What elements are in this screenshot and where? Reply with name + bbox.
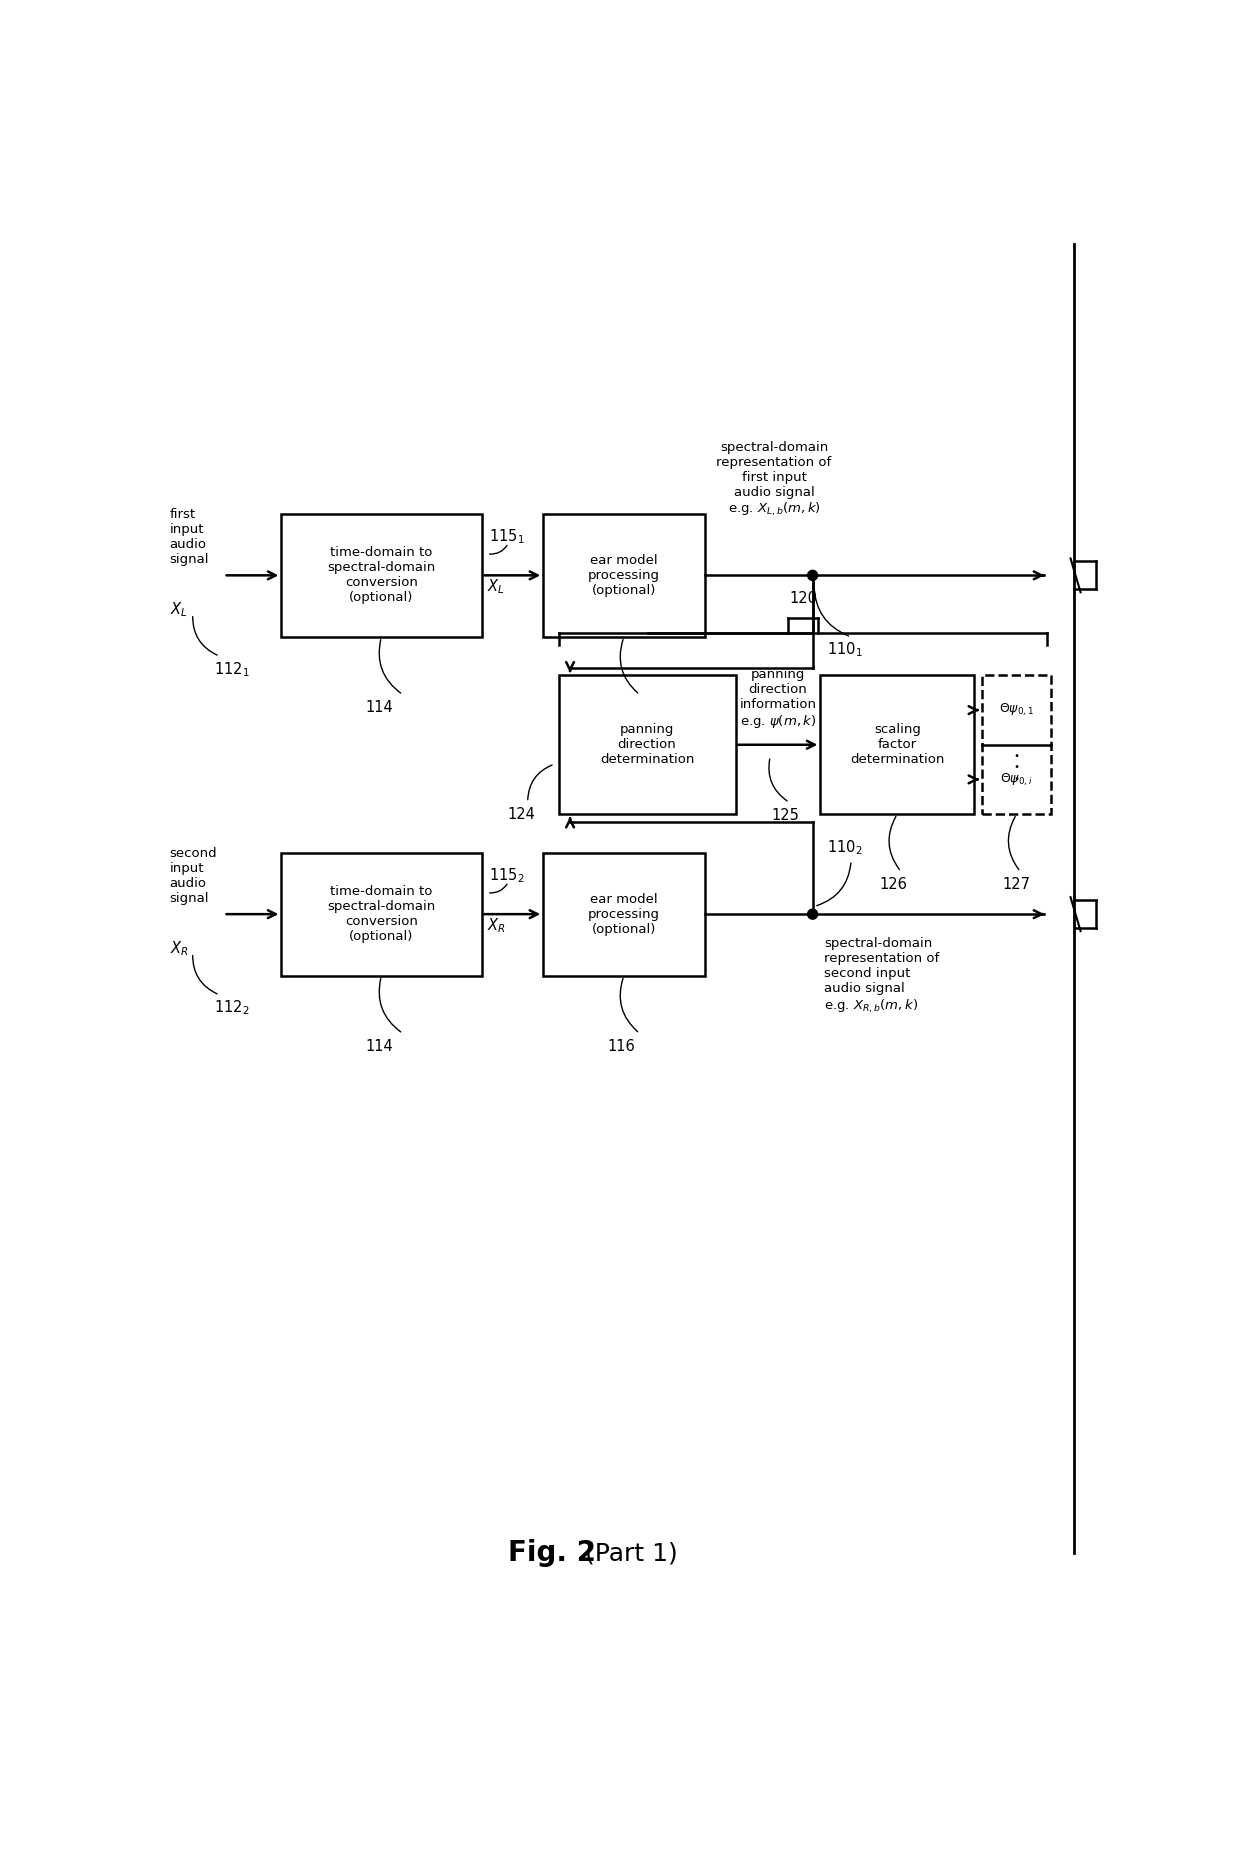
Text: ear model
processing
(optional): ear model processing (optional) [588,892,660,936]
Text: $115_1$: $115_1$ [490,527,525,546]
FancyBboxPatch shape [543,514,704,638]
Text: first
input
audio
signal: first input audio signal [170,508,210,566]
Text: 114: 114 [366,699,393,714]
Text: ear model
processing
(optional): ear model processing (optional) [588,553,660,596]
Text: 126: 126 [879,878,908,892]
Text: $X_L$: $X_L$ [170,600,187,619]
Text: $\bullet$
$\bullet$
$\bullet$: $\bullet$ $\bullet$ $\bullet$ [1013,748,1019,782]
Text: $110_2$: $110_2$ [827,838,863,857]
Text: $\Theta\psi_{0,i}$: $\Theta\psi_{0,i}$ [1001,771,1033,788]
Text: $110_1$: $110_1$ [827,641,863,660]
Text: $\Theta\psi_{0,1}$: $\Theta\psi_{0,1}$ [999,701,1034,718]
Text: panning
direction
information
e.g. $\psi(m,k)$: panning direction information e.g. $\psi… [739,668,816,729]
Text: 127: 127 [1003,878,1030,892]
Text: spectral-domain
representation of
second input
audio signal
e.g. $X_{R,b}(m,k)$: spectral-domain representation of second… [825,938,940,1014]
Text: $112_1$: $112_1$ [213,660,249,679]
Text: time-domain to
spectral-domain
conversion
(optional): time-domain to spectral-domain conversio… [327,885,435,943]
FancyBboxPatch shape [821,675,975,814]
Text: 114: 114 [366,1039,393,1054]
Circle shape [807,570,817,581]
FancyBboxPatch shape [543,853,704,975]
Circle shape [807,909,817,919]
Text: second
input
audio
signal: second input audio signal [170,848,217,904]
FancyBboxPatch shape [558,675,735,814]
Text: 116: 116 [608,699,635,714]
Text: 125: 125 [771,808,800,823]
Text: 120: 120 [789,591,817,606]
Text: (Part 1): (Part 1) [585,1541,678,1566]
FancyBboxPatch shape [281,514,481,638]
Text: $X_R$: $X_R$ [487,917,506,936]
FancyBboxPatch shape [281,853,481,975]
FancyBboxPatch shape [982,675,1052,814]
Text: $X_R$: $X_R$ [170,939,188,958]
Text: 124: 124 [507,806,536,821]
Text: spectral-domain
representation of
first input
audio signal
e.g. $X_{L,b}(m,k)$: spectral-domain representation of first … [717,441,832,518]
Text: $X_L$: $X_L$ [487,578,505,596]
Text: Fig. 2: Fig. 2 [508,1539,596,1568]
Text: $112_2$: $112_2$ [213,999,249,1018]
Text: panning
direction
determination: panning direction determination [600,724,694,767]
Text: time-domain to
spectral-domain
conversion
(optional): time-domain to spectral-domain conversio… [327,546,435,604]
Text: 116: 116 [608,1039,635,1054]
Text: scaling
factor
determination: scaling factor determination [851,724,945,767]
Text: $115_2$: $115_2$ [490,866,525,885]
